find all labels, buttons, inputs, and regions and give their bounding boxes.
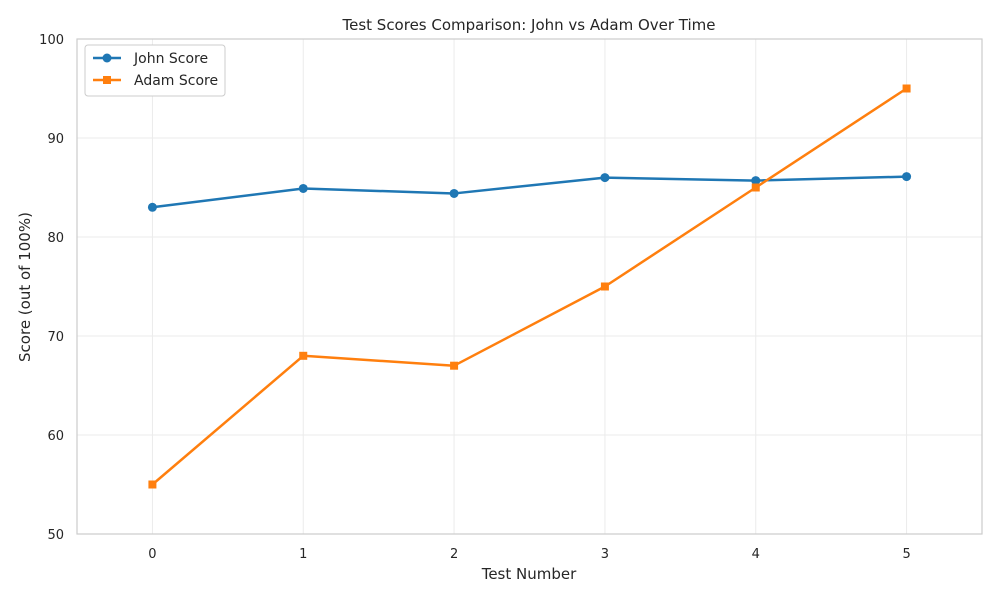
plot-frame bbox=[76, 38, 983, 535]
data-point-adam bbox=[902, 84, 911, 93]
x-tick-label: 3 bbox=[601, 547, 609, 562]
legend-marker-john bbox=[102, 53, 112, 63]
x-tick-label: 4 bbox=[752, 547, 760, 562]
data-point-adam bbox=[450, 361, 459, 370]
data-point-adam bbox=[299, 351, 308, 360]
y-tick-label: 60 bbox=[47, 429, 64, 444]
data-point-john bbox=[600, 173, 610, 183]
tick-labels: 0 1 2 3 4 5 50 60 70 80 90 100 bbox=[39, 33, 911, 562]
y-tick-label: 80 bbox=[47, 231, 64, 246]
x-tick-label: 1 bbox=[299, 547, 307, 562]
y-tick-label: 50 bbox=[47, 528, 64, 543]
y-tick-label: 90 bbox=[47, 132, 64, 147]
legend-label-adam: Adam Score bbox=[134, 73, 218, 89]
series-layer bbox=[147, 84, 912, 489]
chart-title: Test Scores Comparison: John vs Adam Ove… bbox=[341, 16, 715, 34]
series-line-john bbox=[152, 175, 907, 209]
y-axis-label: Score (out of 100%) bbox=[16, 212, 34, 362]
data-point-adam bbox=[751, 183, 760, 192]
plot-area bbox=[77, 39, 982, 534]
data-point-john bbox=[751, 176, 761, 186]
y-tick-label: 100 bbox=[39, 33, 64, 48]
series-line-adam bbox=[151, 87, 908, 486]
data-point-john bbox=[449, 188, 459, 198]
data-point-john bbox=[298, 183, 308, 193]
legend: John Score Adam Score bbox=[84, 44, 226, 97]
data-point-john bbox=[147, 202, 157, 212]
x-tick-label: 0 bbox=[148, 547, 156, 562]
legend-label-john: John Score bbox=[133, 51, 208, 67]
legend-marker-adam bbox=[103, 76, 111, 84]
x-tick-label: 5 bbox=[902, 547, 910, 562]
x-tick-label: 2 bbox=[450, 547, 458, 562]
x-axis-label: Test Number bbox=[481, 565, 577, 583]
data-point-john bbox=[902, 172, 912, 182]
y-tick-label: 70 bbox=[47, 330, 64, 345]
data-point-adam bbox=[600, 282, 609, 291]
data-point-adam bbox=[148, 480, 157, 489]
